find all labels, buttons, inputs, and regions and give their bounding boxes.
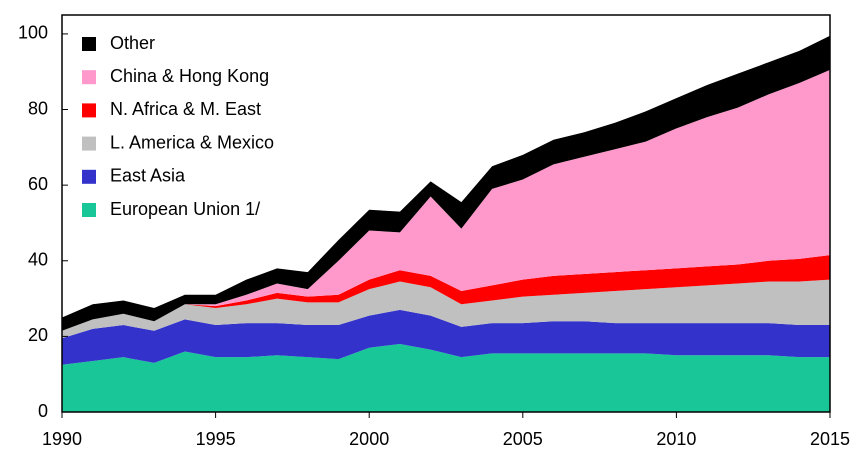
legend-label: China & Hong Kong	[110, 66, 269, 86]
y-tick-label: 100	[18, 23, 48, 43]
plot-frame	[61, 14, 831, 413]
legend-swatch	[82, 70, 96, 85]
area	[62, 309, 830, 365]
x-tick-label: 1990	[42, 429, 82, 449]
legend-swatch	[82, 103, 96, 118]
x-tick-label: 1995	[196, 429, 236, 449]
area	[62, 255, 830, 331]
y-tick-label: 0	[38, 401, 48, 421]
y-tick-label: 60	[28, 174, 48, 194]
y-tick-label: 80	[28, 98, 48, 118]
legend-swatch	[82, 37, 96, 51]
x-tick-label: 2005	[503, 429, 543, 449]
area	[62, 279, 830, 339]
x-tick-label: 2010	[656, 429, 696, 449]
y-tick-label: 40	[28, 250, 48, 270]
legend-swatch	[82, 136, 96, 151]
legend-label: L. America & Mexico	[110, 132, 274, 152]
x-tick-label: 2015	[810, 429, 850, 449]
legend-label: Other	[110, 33, 155, 53]
legend-label: N. Africa & M. East	[110, 99, 261, 119]
legend-swatch	[82, 169, 96, 184]
y-tick-label: 20	[28, 325, 48, 345]
legend-swatch	[82, 203, 96, 217]
x-tick-label: 2000	[349, 429, 389, 449]
legend-label: East Asia	[110, 166, 186, 186]
area	[62, 69, 830, 331]
legend-label: European Union 1/	[110, 199, 260, 219]
area	[62, 343, 830, 412]
